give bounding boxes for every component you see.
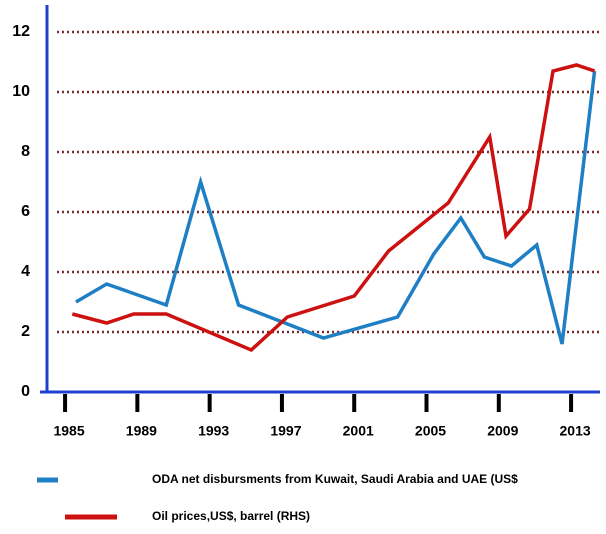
y-tick-label: 10 [12,83,30,100]
x-tick-label: 2005 [415,423,446,439]
y-tick-label: 4 [21,263,30,280]
legend-label: Oil prices,US$, barrel (RHS) [152,509,310,523]
y-tick-label: 8 [21,143,30,160]
x-tick-label: 1993 [198,423,229,439]
y-tick-label: 2 [21,323,30,340]
x-tick-label: 2001 [343,423,374,439]
y-tick-label: 0 [21,383,30,400]
x-tick-label: 1989 [126,423,157,439]
x-tick-label: 1997 [270,423,301,439]
legend-label: ODA net disbursments from Kuwait, Saudi … [152,472,518,486]
series-line [71,63,596,353]
x-tick-label: 2009 [487,423,518,439]
x-tick-label: 2013 [560,423,591,439]
y-tick-label: 6 [21,203,30,220]
x-tick-label: 1985 [53,423,84,439]
y-tick-label: 12 [12,23,30,40]
series-line [75,70,597,345]
